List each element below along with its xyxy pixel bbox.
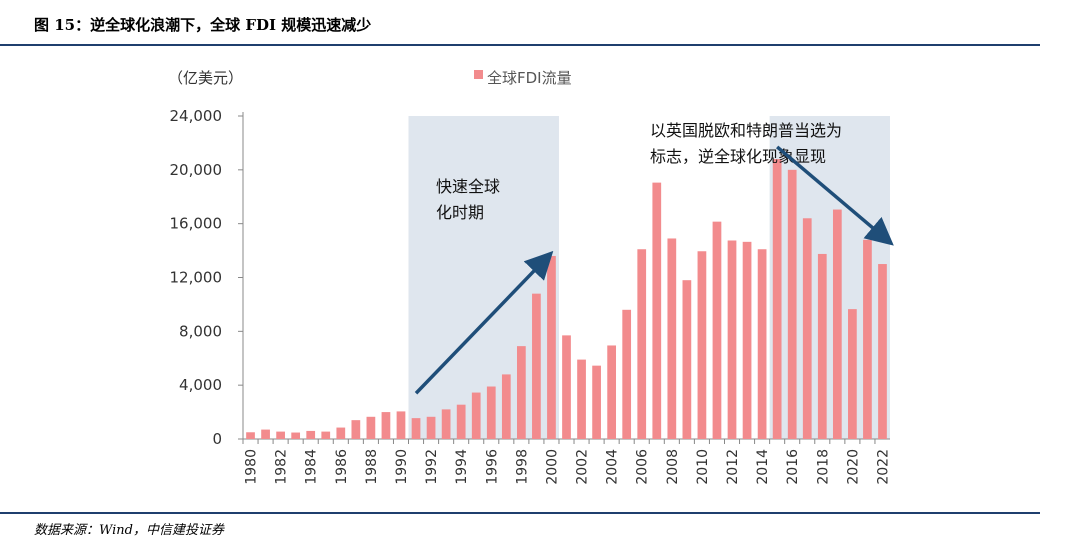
y-tick-label: 8,000: [179, 322, 222, 340]
annotation-rapid-globalization-line2: 化时期: [436, 203, 484, 222]
x-tick-label: 2002: [575, 449, 591, 485]
bar-2021: [863, 239, 872, 439]
bar-1982: [276, 431, 285, 439]
bar-2016: [787, 169, 797, 440]
y-tick-label: 4,000: [179, 376, 222, 394]
annotation-deglobalization-line1: 以英国脱欧和特朗普当选为: [650, 121, 842, 140]
top-rule: [0, 44, 1040, 46]
x-tick-label: 1988: [364, 449, 380, 485]
x-tick-label: 2016: [785, 449, 801, 485]
bar-1997: [501, 374, 511, 439]
x-tick-label: 2022: [875, 449, 891, 485]
bar-2018: [817, 253, 827, 439]
bar-2002: [577, 359, 586, 439]
y-tick-label: 20,000: [170, 161, 223, 179]
bar-2022: [878, 264, 887, 439]
x-tick-label: 2006: [635, 449, 651, 485]
bar-2020: [848, 309, 857, 439]
bar-2015: [772, 159, 782, 440]
y-tick-label: 0: [212, 430, 222, 448]
x-tick-label: 2008: [665, 449, 681, 485]
bar-1988: [366, 416, 376, 439]
fdi-bar-chart: （亿美元） 全球FDI流量 0 4,000 8,000 12,000 16,000 20,…: [168, 69, 894, 485]
bar-1984: [306, 430, 316, 439]
bar-2003: [592, 365, 601, 439]
x-tick-label: 1998: [514, 449, 530, 485]
x-tick-label: 2012: [725, 449, 741, 485]
bar-2010: [697, 251, 707, 439]
bar-1999: [532, 293, 541, 439]
bar-2000: [547, 255, 556, 439]
bar-1992: [426, 416, 436, 439]
bar-1983: [291, 432, 301, 439]
bar-2014: [757, 249, 767, 439]
annotation-deglobalization-line2: 标志，逆全球化现象显现: [650, 147, 826, 166]
bar-1990: [396, 411, 406, 439]
bar-1998: [516, 346, 526, 439]
y-tick-label: 24,000: [170, 107, 223, 125]
legend-swatch: [474, 70, 483, 79]
bar-2007: [652, 182, 662, 439]
trend-arrow-2: [776, 145, 894, 246]
bar-1993: [441, 409, 451, 439]
bar-2001: [562, 335, 571, 439]
bar-1994: [456, 404, 466, 439]
bar-2005: [622, 309, 632, 439]
y-tick-label: 16,000: [170, 215, 223, 233]
bar-1985: [321, 431, 331, 439]
bar-1996: [486, 386, 496, 439]
x-tick-label: 2010: [695, 449, 711, 485]
figure-title: 图 15：逆全球化浪潮下，全球 FDI 规模迅速减少: [34, 16, 372, 34]
bar-2017: [802, 218, 812, 439]
x-tick-label: 2020: [845, 449, 861, 485]
x-tick-label: 1994: [454, 449, 470, 485]
bar-2012: [727, 240, 737, 439]
bar-1986: [336, 427, 346, 439]
x-tick-label: 2000: [544, 449, 560, 485]
bottom-rule: [0, 512, 1040, 514]
x-tick-label: 1984: [304, 449, 320, 485]
bar-1987: [351, 420, 361, 439]
x-tick-label: 1986: [334, 449, 350, 485]
y-unit-label: （亿美元）: [168, 69, 243, 87]
y-tick-label: 12,000: [170, 269, 223, 287]
bar-2008: [667, 238, 677, 439]
bar-2004: [607, 345, 617, 439]
bar-2013: [742, 241, 752, 439]
x-tick-label: 2018: [815, 449, 831, 485]
bar-1980: [246, 432, 255, 439]
trend-arrow-1: [414, 250, 554, 395]
bar-1995: [471, 392, 481, 439]
legend-label: 全球FDI流量: [487, 69, 572, 87]
bar-1989: [381, 412, 391, 439]
bar-2019: [832, 209, 842, 439]
x-tick-label: 1982: [274, 449, 290, 485]
bar-2006: [637, 249, 647, 439]
x-tick-label: 2004: [605, 449, 621, 485]
bar-1981: [261, 429, 270, 439]
x-tick-label: 1996: [484, 449, 500, 485]
bar-2011: [712, 221, 722, 439]
bar-2009: [682, 280, 692, 439]
annotation-rapid-globalization-line1: 快速全球: [436, 177, 500, 196]
x-tick-label: 1980: [244, 449, 260, 485]
source-note: 数据来源：Wind，中信建投证券: [34, 523, 224, 538]
x-tick-label: 2014: [755, 449, 771, 485]
x-tick-label: 1990: [394, 449, 410, 485]
bar-1991: [411, 418, 421, 439]
x-tick-label: 1992: [424, 449, 440, 485]
